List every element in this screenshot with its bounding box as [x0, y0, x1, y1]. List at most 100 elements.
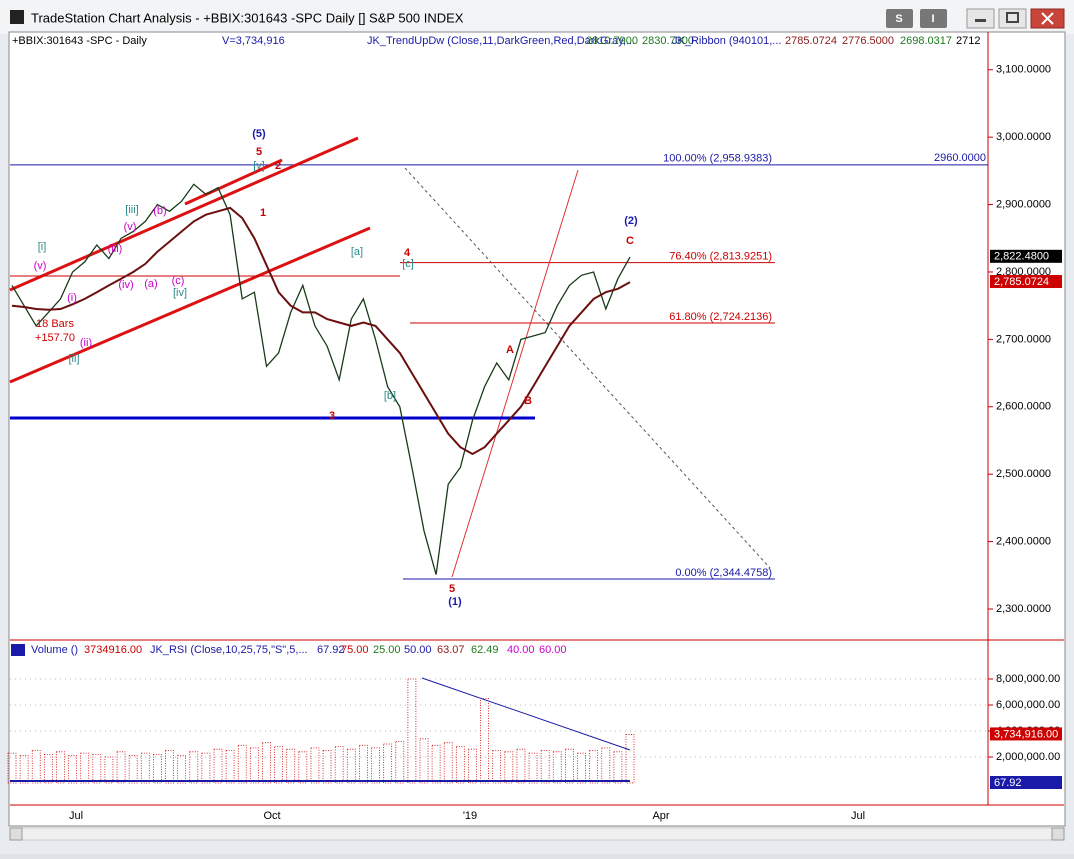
volume-bar: [43, 754, 53, 784]
volume-bar: [480, 698, 489, 784]
wave-label: A: [506, 344, 514, 356]
fib-label: 100.00% (2,958.9383): [663, 153, 772, 165]
moving-average: [11, 206, 631, 456]
wave-label: [b]: [384, 390, 396, 402]
wave-label: [a]: [351, 246, 363, 258]
volume-bar: [262, 742, 271, 784]
volume-bar: [249, 747, 259, 784]
y-tick-label: 2,400.0000: [996, 535, 1051, 547]
i-button[interactable]: [920, 9, 947, 28]
volume-bar: [383, 743, 393, 784]
last-value-label: 2,785.0724: [994, 276, 1049, 288]
i-button-label: I: [931, 13, 934, 25]
window-title: TradeStation Chart Analysis - +BBIX:3016…: [31, 10, 464, 25]
wave-label: (c): [172, 275, 185, 287]
volume-bar: [443, 742, 453, 784]
wave-label: (iv): [118, 279, 133, 291]
wave-label: 3: [329, 410, 335, 422]
maximize-button[interactable]: [998, 8, 1027, 29]
wave-label: 5: [449, 583, 455, 595]
indicator-text: 62.49: [471, 644, 499, 656]
volume-bar: [625, 734, 635, 784]
last-value-label: 2,822.4800: [994, 251, 1049, 263]
wave-label: (v): [34, 260, 47, 272]
trend-line: [451, 169, 579, 578]
fib-label: 0.00% (2,344.4758): [675, 567, 772, 579]
indicator-text: 2810.7900: [586, 35, 638, 47]
volume-bar: [189, 751, 199, 784]
indicator-text: 2712: [956, 35, 980, 47]
indicator-text: 2830.7300: [642, 35, 694, 47]
indicator-text: 40.00: [507, 644, 535, 656]
volume-bar: [601, 747, 611, 784]
scroll-right[interactable]: [1051, 827, 1065, 841]
indicator-text: 50.00: [404, 644, 432, 656]
wave-label: (i): [67, 292, 77, 304]
rsi-label: 67.92: [994, 777, 1022, 789]
rsi-box: [990, 776, 1062, 789]
volume-bar: [56, 751, 65, 784]
volume-bar: [504, 751, 514, 784]
volume-bar: [201, 752, 211, 784]
y-tick-label: 2,800.0000: [996, 266, 1051, 278]
last-value-label: 3,734,916.00: [994, 728, 1058, 740]
y-tick-label: 2,900.0000: [996, 198, 1051, 210]
volume-bar: [552, 751, 562, 784]
volume-bar: [407, 678, 417, 784]
s-button[interactable]: [886, 9, 913, 28]
wave-label: 5: [256, 146, 262, 158]
indicator-text: V=3,734,916: [222, 35, 285, 47]
volume-bar: [213, 748, 223, 784]
indicator-text: 25.00: [373, 644, 401, 656]
last-value-box: [990, 275, 1062, 289]
maximize-icon: [1006, 12, 1019, 23]
volume-bar: [419, 738, 429, 784]
y-tick-label: 2,600.0000: [996, 401, 1051, 413]
fib-label: 61.80% (2,724.2136): [669, 311, 772, 323]
y-tick-label: 2,300.0000: [996, 603, 1051, 615]
indicator-text: 60.00: [539, 644, 567, 656]
volume-bar: [274, 746, 283, 784]
y-tick-label: 2,700.0000: [996, 333, 1051, 345]
app-icon: [10, 10, 24, 24]
volume-bar: [516, 748, 526, 784]
wave-label: (5): [252, 128, 266, 140]
indicator-text: JK_RSI (Close,10,25,75,"S",5,...: [150, 644, 308, 656]
volume-bar: [92, 754, 102, 784]
scrollbar[interactable]: [9, 827, 1065, 841]
volume-trend: [421, 677, 631, 751]
indicator-text: JK_Ribbon (940101,...: [672, 35, 781, 47]
y-tick-label: 3,000.0000: [996, 131, 1051, 143]
wave-label: 18 Bars: [36, 318, 74, 330]
indicator-text: 67.92: [317, 644, 345, 656]
fib-label: 76.40% (2,813.9251): [669, 250, 772, 262]
scroll-left[interactable]: [9, 827, 23, 841]
minimize-button[interactable]: [966, 8, 995, 29]
minimize-icon: [975, 19, 986, 22]
volume-bar: [153, 754, 162, 784]
price-line: [11, 183, 631, 575]
volume-bar: [237, 744, 247, 784]
x-tick-label: Oct: [263, 810, 280, 822]
x-tick-label: '19: [463, 810, 477, 822]
wave-label: (ii): [80, 337, 92, 349]
indicator-text: 2776.5000: [842, 35, 894, 47]
volume-bar: [116, 751, 126, 784]
volume-bar: [298, 751, 308, 784]
volume-bar: [7, 752, 17, 784]
indicator-text: JK_TrendUpDw (Close,11,DarkGreen,Red,Dar…: [367, 35, 635, 47]
volume-bar: [334, 746, 344, 784]
volume-bar: [286, 748, 296, 784]
wave-label: +157.70: [35, 332, 75, 344]
pane-icon: [11, 644, 25, 656]
last-value-box: [990, 727, 1062, 741]
volume-bar: [80, 752, 90, 784]
v-tick-label: 2,000,000.00: [996, 751, 1060, 763]
volume-bar: [565, 748, 574, 784]
y-tick-label: 3,100.0000: [996, 64, 1051, 76]
y-tick-label: 2,500.0000: [996, 468, 1051, 480]
wave-label: 2: [275, 160, 281, 172]
wave-label: C: [626, 235, 634, 247]
volume-bar: [528, 752, 538, 784]
level-label: 2960.0000: [934, 152, 986, 164]
